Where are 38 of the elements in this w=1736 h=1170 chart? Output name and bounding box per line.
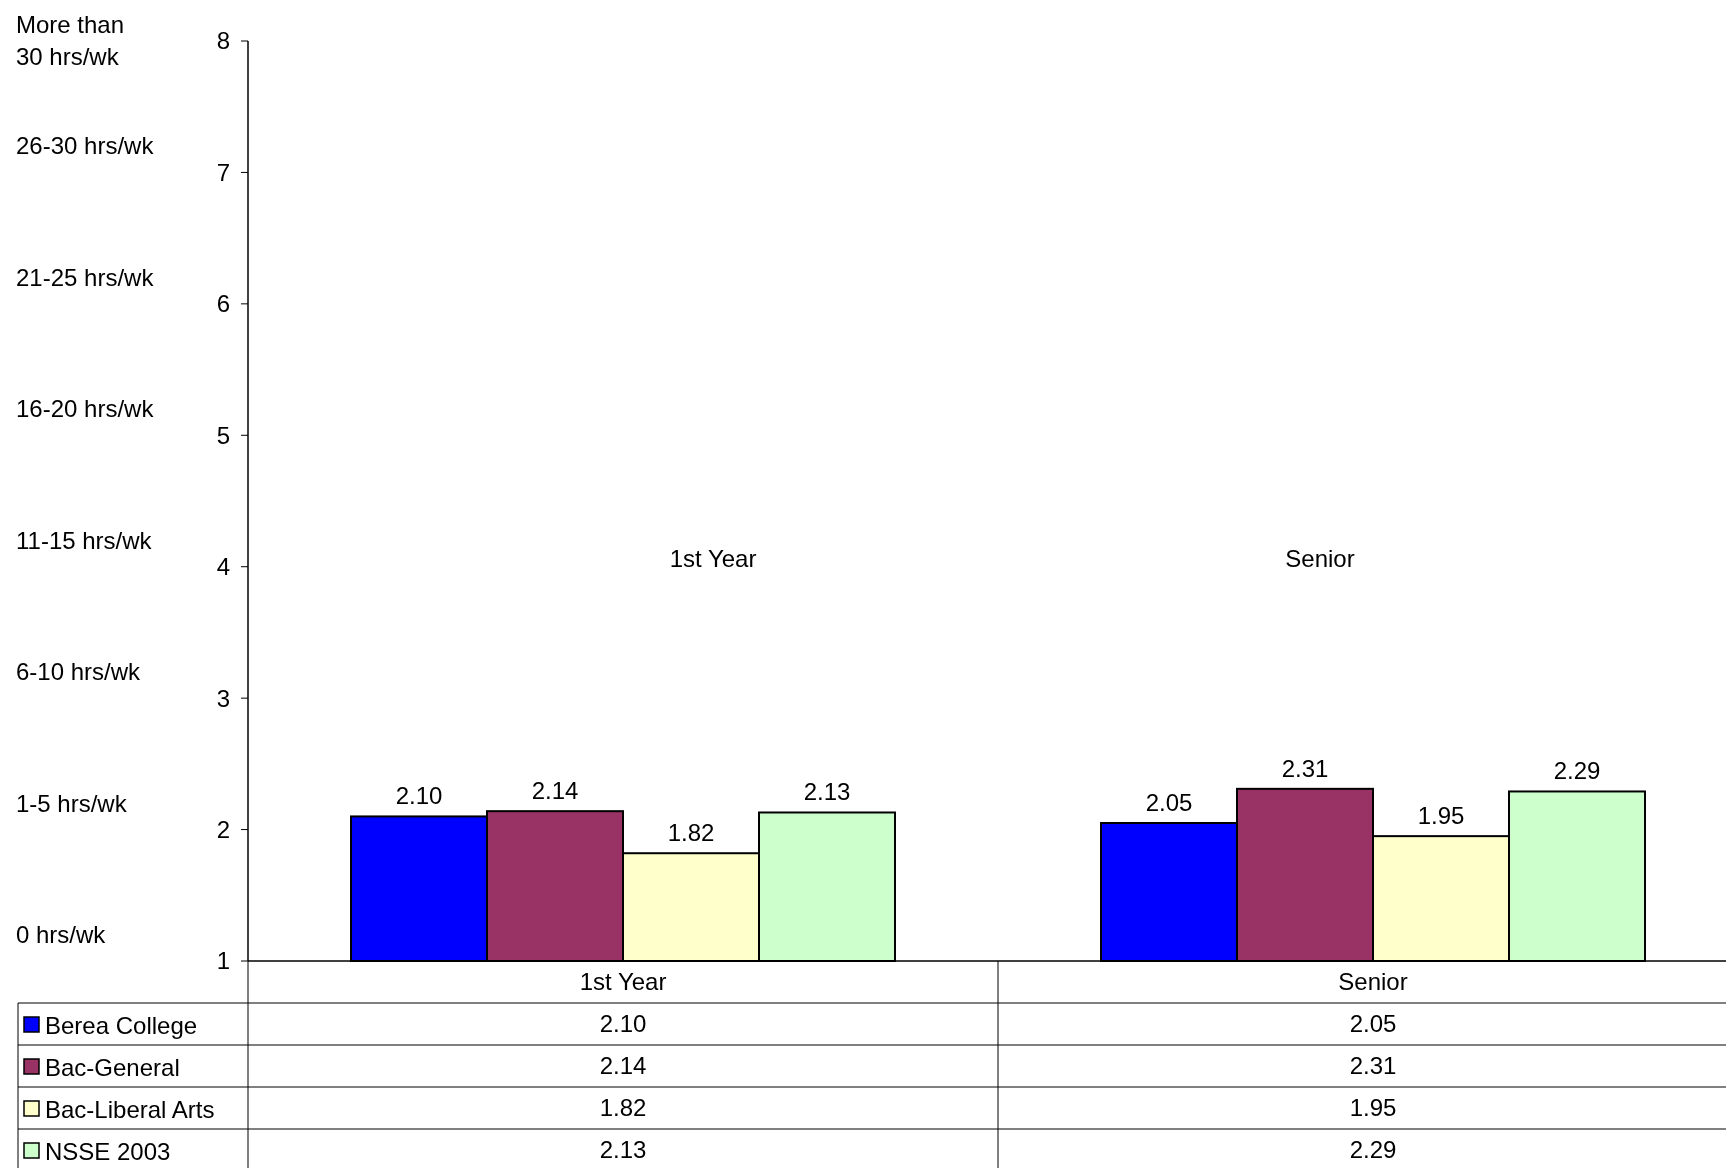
y-tick-label: 4 <box>216 553 230 581</box>
legend-label: Berea College <box>45 1012 198 1040</box>
text: 11-15 hrs/wk <box>16 526 153 554</box>
text: 2.29 <box>1553 757 1601 785</box>
text: 1.95 <box>1417 802 1465 830</box>
data-label: 2.13 <box>599 1136 647 1164</box>
data-label: 1.82 <box>599 1094 647 1122</box>
text: 16-20 hrs/wk <box>16 395 155 423</box>
y-tick-label: 1 <box>216 947 230 975</box>
text: 21-25 hrs/wk <box>16 263 155 291</box>
data-label: 2.10 <box>599 1010 647 1038</box>
text: 1-5 hrs/wk <box>16 789 128 817</box>
legend-label: Bac-Liberal Arts <box>45 1096 215 1124</box>
data-label: 1.95 <box>1349 1094 1397 1122</box>
data-label: 2.31 <box>1349 1052 1397 1080</box>
data-label: 2.29 <box>1349 1136 1397 1164</box>
text: 2.14 <box>531 777 579 805</box>
text: 2.10 <box>395 782 443 810</box>
text: 1.82 <box>667 819 715 847</box>
y-tick-label: 5 <box>216 421 230 449</box>
data-label: 2.14 <box>599 1052 647 1080</box>
text: 6-10 hrs/wk <box>16 658 142 686</box>
annotation: Senior <box>1285 544 1355 572</box>
y-tick-label: 2 <box>216 815 230 843</box>
text: 0 hrs/wk <box>16 921 107 948</box>
text: More than 30 hrs/wk <box>16 11 125 70</box>
y-tick-label: 6 <box>216 290 230 318</box>
text: 2.13 <box>803 778 851 806</box>
legend-label: NSSE 2003 <box>45 1138 171 1166</box>
y-tick-label: 7 <box>216 158 230 186</box>
annotation: 1st Year <box>669 544 757 572</box>
text: 2.05 <box>1145 789 1193 816</box>
y-tick-label: 3 <box>216 684 230 712</box>
text: 2.31 <box>1281 754 1329 782</box>
data-label: 2.05 <box>1349 1010 1397 1038</box>
text: 26-30 hrs/wk <box>16 132 155 160</box>
y-tick-label: 8 <box>216 27 230 55</box>
legend-label: Bac-General <box>45 1054 180 1082</box>
